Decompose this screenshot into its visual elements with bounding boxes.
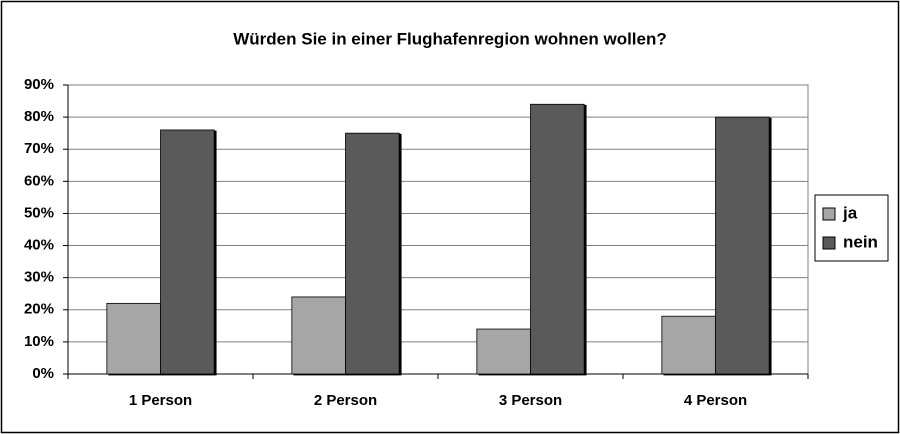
bar <box>160 129 215 375</box>
y-tick-label: 60% <box>24 172 54 189</box>
y-tick-label: 50% <box>24 204 54 221</box>
y-tick-label: 0% <box>32 365 54 382</box>
legend-swatch <box>822 207 836 221</box>
x-tick-label: 4 Person <box>684 392 747 409</box>
bar <box>291 296 346 375</box>
y-tick-label: 80% <box>24 108 54 125</box>
y-tick-label: 90% <box>24 76 54 93</box>
chart-title: Würden Sie in einer Flughafenregion wohn… <box>233 29 667 48</box>
legend-swatch <box>822 236 836 250</box>
y-tick-label: 20% <box>24 301 54 318</box>
bar <box>530 103 585 375</box>
y-tick-label: 10% <box>24 333 54 350</box>
y-tick-label: 40% <box>24 237 54 254</box>
x-tick-label: 1 Person <box>129 392 192 409</box>
bar <box>476 328 531 375</box>
x-tick-label: 3 Person <box>499 392 562 409</box>
bar <box>715 116 770 375</box>
y-tick-label: 30% <box>24 269 54 286</box>
bar <box>345 132 400 375</box>
legend-box <box>814 194 889 262</box>
y-tick-label: 70% <box>24 140 54 157</box>
legend-label: ja <box>842 203 858 222</box>
legend-label: nein <box>843 232 878 251</box>
bar <box>106 302 161 375</box>
bar <box>661 315 716 375</box>
x-tick-label: 2 Person <box>314 392 377 409</box>
